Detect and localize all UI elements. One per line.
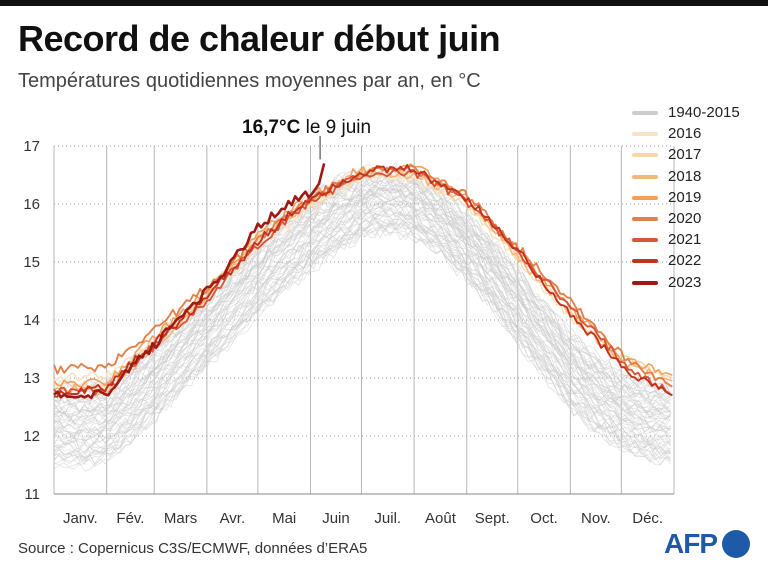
- series-line-2022: [53, 163, 673, 398]
- x-tick-label: Janv.: [63, 510, 98, 527]
- x-tick-label: Avr.: [220, 510, 246, 527]
- legend-item-2017: 2017: [632, 145, 762, 165]
- legend-swatch: [632, 132, 658, 137]
- legend-swatch: [632, 280, 658, 285]
- legend-swatch: [632, 238, 658, 243]
- legend-item-2016: 2016: [632, 124, 762, 144]
- historic-band: [53, 161, 671, 472]
- legend-swatch: [632, 217, 658, 221]
- source-note: Source : Copernicus C3S/ECMWF, données d…: [18, 540, 368, 557]
- afp-logo-text: AFP: [664, 528, 718, 559]
- legend-item-2021: 2021: [632, 230, 762, 250]
- y-tick-label: 12: [23, 428, 40, 445]
- legend-item-2023: 2023: [632, 273, 762, 293]
- record-annotation: 16,7°C le 9 juin: [242, 117, 371, 160]
- top-bar: [0, 0, 768, 6]
- y-tick-label: 14: [23, 312, 40, 329]
- legend-item-2022: 2022: [632, 251, 762, 271]
- chart-title: Record de chaleur début juin: [18, 18, 501, 59]
- legend-label: 2019: [668, 188, 702, 206]
- legend-swatch: [632, 259, 658, 264]
- series-line-2023: [53, 163, 326, 400]
- historic-line: [53, 179, 671, 405]
- y-tick-label: 17: [23, 138, 40, 155]
- legend-label: 2021: [668, 231, 702, 249]
- chart-subtitle: Températures quotidiennes moyennes par a…: [18, 70, 481, 92]
- legend-swatch: [632, 195, 658, 200]
- x-tick-label: Nov.: [581, 510, 611, 527]
- afp-logo-dot: [722, 530, 750, 558]
- x-tick-label: Juil.: [374, 510, 401, 527]
- chart-axes: 11 12 13 14 15 16 17 Janv. Fév. Mars Avr. Mai Juin Ju…: [23, 138, 674, 527]
- x-tick-label: Sept.: [475, 510, 510, 527]
- legend-label: 2023: [668, 273, 702, 291]
- series-line-2021: [53, 168, 673, 397]
- legend-item-1940-2015: 1940-2015: [632, 103, 762, 123]
- y-tick-label: 11: [24, 486, 40, 503]
- y-tick-label: 13: [23, 370, 40, 387]
- legend-label: 2020: [668, 210, 702, 227]
- x-tick-label: Août: [425, 510, 457, 527]
- legend-label: 1940-2015: [668, 104, 740, 121]
- x-tick-label: Juin: [322, 510, 350, 527]
- annotation-date: le 9 juin: [300, 117, 371, 138]
- historic-line: [53, 188, 671, 422]
- series-lines: [53, 163, 673, 400]
- afp-logo: AFP: [664, 527, 754, 561]
- historic-line: [53, 207, 671, 451]
- legend-label: 2017: [668, 146, 702, 164]
- historic-line: [53, 212, 671, 455]
- x-tick-label: Oct.: [530, 510, 558, 527]
- historic-line: [53, 212, 671, 454]
- y-tick-label: 15: [23, 254, 40, 271]
- legend-swatch: [632, 111, 658, 115]
- y-tick-label: 16: [23, 196, 40, 213]
- legend-label: 2022: [668, 252, 702, 270]
- historic-line: [53, 192, 671, 425]
- annotation-value: 16,7°C: [242, 117, 301, 138]
- legend-item-2020: 2020: [632, 209, 762, 229]
- x-tick-label: Fév.: [116, 510, 144, 527]
- historic-line: [53, 173, 671, 404]
- historic-line: [53, 217, 671, 455]
- legend-swatch: [632, 174, 658, 179]
- legend-item-2018: 2018: [632, 167, 762, 187]
- legend-label: 2016: [668, 125, 702, 143]
- historic-line: [53, 200, 671, 437]
- historic-line: [53, 215, 671, 458]
- historic-line: [53, 217, 671, 459]
- legend-label: 2018: [668, 167, 702, 185]
- historic-line: [53, 201, 671, 442]
- legend-swatch: [632, 153, 658, 158]
- x-tick-label: Déc.: [632, 510, 663, 527]
- x-tick-label: Mars: [164, 510, 197, 527]
- x-tick-label: Mai: [272, 510, 296, 527]
- annotation-label: 16,7°C le 9 juin: [242, 117, 371, 138]
- legend-item-2019: 2019: [632, 188, 762, 208]
